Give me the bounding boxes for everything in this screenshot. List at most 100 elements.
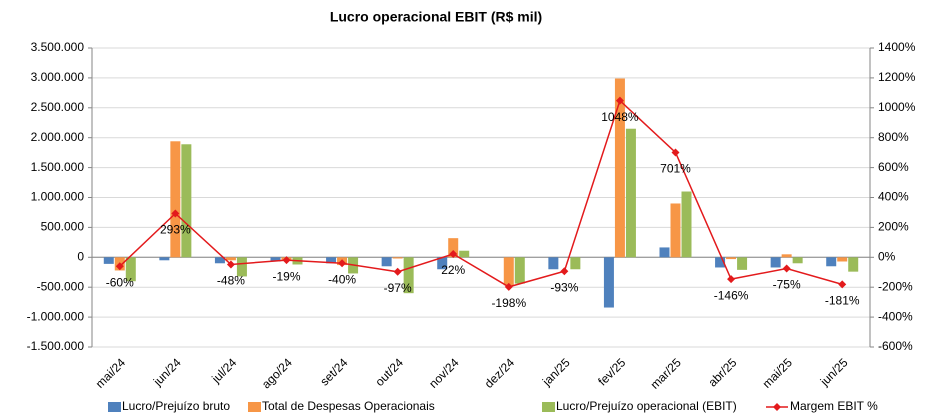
bar (826, 257, 837, 267)
data-label: 293% (160, 223, 191, 237)
y2-tick-label: 400% (878, 190, 909, 204)
bar (614, 78, 625, 258)
marker (615, 96, 624, 105)
legend-marker (773, 403, 781, 411)
y-tick-label: 2.500.000 (31, 100, 85, 114)
y-tick-label: -1.000.000 (27, 309, 85, 323)
legend-swatch (542, 402, 555, 412)
y-tick-label: -500.000 (37, 279, 85, 293)
y-tick-label: 0 (77, 249, 84, 263)
legend-label: Total de Despesas Operacionais (262, 399, 435, 413)
marker (115, 262, 124, 271)
bar (459, 250, 470, 258)
bar (214, 257, 225, 264)
y-tick-label: 1.000.000 (31, 190, 85, 204)
bar (236, 257, 247, 277)
bar (681, 191, 692, 258)
bar (737, 257, 748, 270)
legend-swatch (108, 402, 121, 412)
marker (393, 267, 402, 276)
bar (170, 141, 181, 258)
data-label: 1048% (601, 110, 639, 124)
bar (392, 257, 403, 259)
y2-tick-label: 0% (878, 249, 896, 263)
y2-tick-label: -400% (878, 309, 913, 323)
legend-label: Lucro/Prejuízo operacional (EBIT) (556, 399, 737, 413)
bar (659, 247, 670, 258)
bar (792, 257, 803, 264)
chart-title: Lucro operacional EBIT (R$ mil) (330, 9, 542, 25)
bar (781, 254, 792, 258)
bar (726, 257, 737, 260)
bar (448, 238, 459, 258)
marker (226, 260, 235, 269)
x-tick-label: jun/25 (817, 355, 851, 389)
data-label: -181% (825, 294, 860, 308)
x-tick-label: jan/25 (539, 355, 573, 389)
x-tick-label: ago/24 (259, 355, 295, 391)
bar (837, 257, 848, 262)
y2-tick-label: 1200% (878, 70, 916, 84)
bar (770, 257, 781, 268)
data-label: -60% (106, 275, 134, 289)
marker (671, 148, 680, 157)
y2-tick-label: 1000% (878, 100, 916, 114)
bar (437, 257, 448, 270)
y-tick-label: 3.500.000 (31, 40, 85, 54)
bar (225, 257, 236, 261)
y-tick-label: 2.000.000 (31, 130, 85, 144)
x-tick-label: dez/24 (482, 355, 518, 391)
bar (270, 257, 281, 262)
x-tick-label: abr/25 (705, 355, 739, 389)
x-tick-label: mai/24 (93, 355, 129, 391)
legend-label: Lucro/Prejuízo bruto (122, 399, 230, 413)
bar (548, 257, 559, 270)
y2-tick-label: 600% (878, 160, 909, 174)
x-tick-label: mar/25 (648, 355, 685, 392)
data-label: -75% (773, 278, 801, 292)
marker (838, 280, 847, 289)
data-label: 22% (441, 263, 465, 277)
marker (782, 264, 791, 273)
bar (181, 144, 192, 258)
data-label: -19% (272, 269, 300, 283)
x-tick-label: nov/24 (426, 355, 462, 391)
y2-tick-label: -600% (878, 339, 913, 353)
data-label: -198% (491, 296, 526, 310)
bar (715, 257, 726, 268)
data-label: -48% (217, 274, 245, 288)
bar (670, 203, 681, 258)
marker (560, 267, 569, 276)
bar (503, 257, 514, 286)
bar (848, 257, 859, 272)
bar (159, 257, 170, 261)
bar (603, 257, 614, 308)
data-label: -146% (714, 288, 749, 302)
data-label: -97% (384, 281, 412, 295)
x-tick-label: mai/25 (760, 355, 796, 391)
y2-tick-label: -200% (878, 279, 913, 293)
marker (171, 209, 180, 218)
bar (570, 257, 581, 270)
data-label: 701% (660, 162, 691, 176)
bar (381, 257, 392, 267)
marker (338, 259, 347, 268)
marker (449, 250, 458, 259)
x-tick-label: jun/24 (150, 355, 184, 389)
bar (403, 257, 414, 294)
y2-tick-label: 800% (878, 130, 909, 144)
marker (282, 256, 291, 265)
y-tick-label: 1.500.000 (31, 160, 85, 174)
data-label: -93% (550, 280, 578, 294)
y2-tick-label: 200% (878, 220, 909, 234)
y-tick-label: 500.000 (41, 220, 85, 234)
legend-swatch (248, 402, 261, 412)
bar (103, 257, 114, 264)
x-tick-label: set/24 (317, 355, 350, 388)
bar (326, 257, 337, 264)
bar (125, 257, 136, 282)
x-tick-label: fev/25 (595, 355, 628, 388)
marker (504, 282, 513, 291)
line (119, 99, 843, 288)
